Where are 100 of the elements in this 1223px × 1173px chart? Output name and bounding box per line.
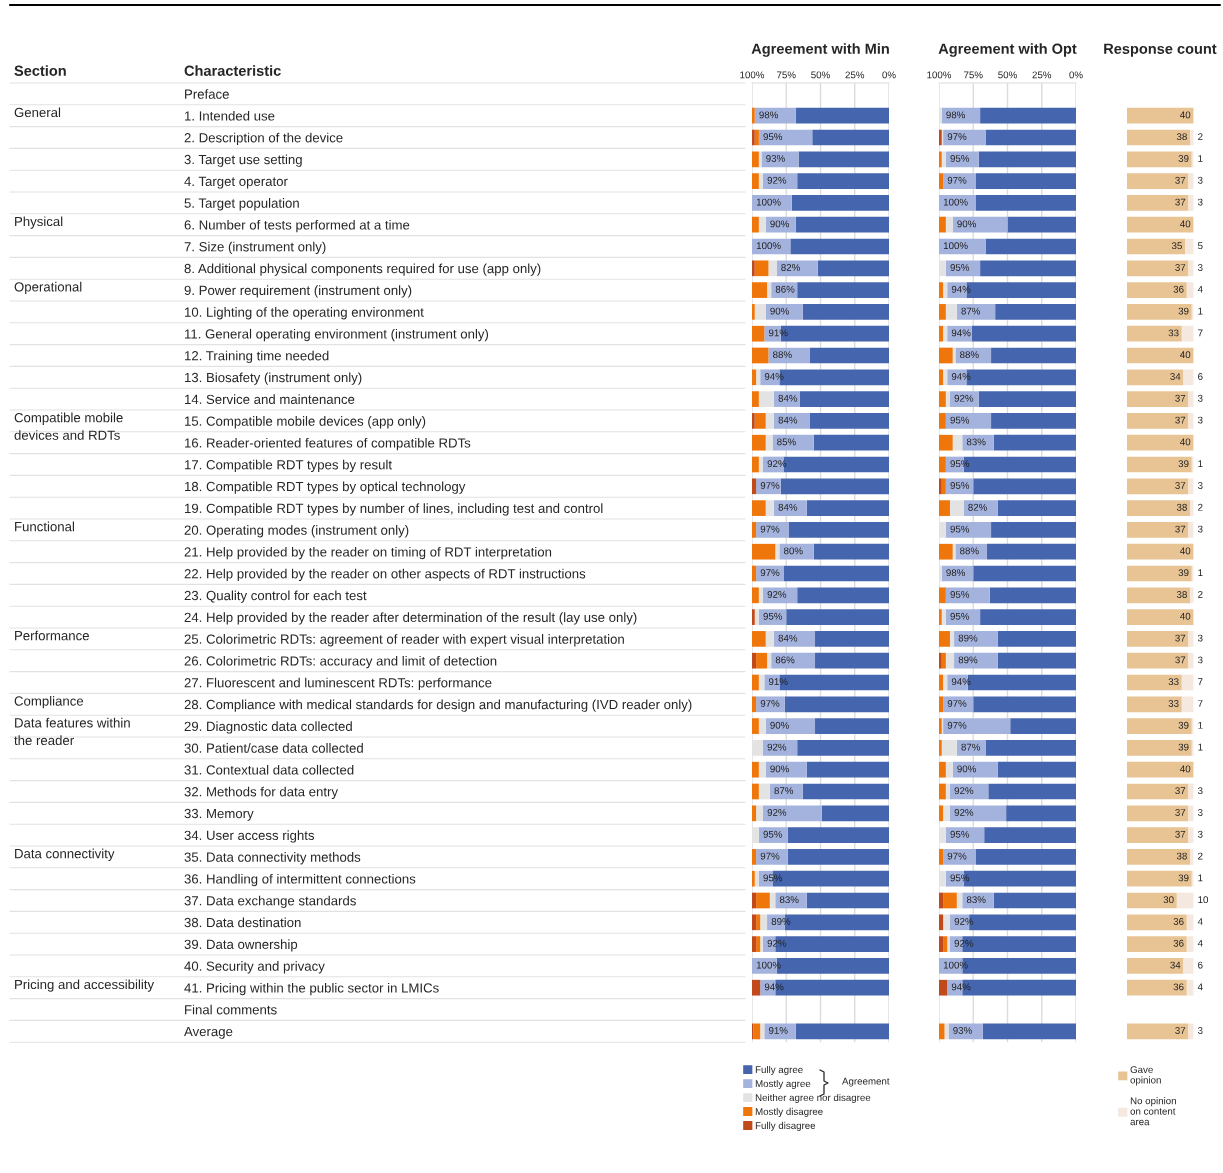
data-label: 37 xyxy=(1175,264,1186,271)
x-tick-label: 75% xyxy=(964,71,983,79)
bar xyxy=(791,195,889,211)
text: Compatible mobile devices and RDTs xyxy=(14,412,123,440)
bar xyxy=(1127,500,1191,516)
annotation: 92% xyxy=(954,787,974,795)
annotation: 100% xyxy=(943,961,968,969)
annotation: 95% xyxy=(950,416,970,424)
bar xyxy=(939,478,942,495)
data-label: 39 xyxy=(1178,569,1189,577)
annotation: 94% xyxy=(951,329,971,337)
annotation: 90% xyxy=(770,721,789,729)
y-tick-label: 16. Reader-oriented features of compatible RDTs xyxy=(185,437,471,451)
data-label: 3 xyxy=(1197,809,1203,816)
data-label: 3 xyxy=(1197,1027,1203,1034)
bar xyxy=(943,696,974,713)
bar xyxy=(752,195,792,211)
y-tick-label: 9. Power requirement (instrument only) xyxy=(184,285,412,298)
data-label: 1 xyxy=(1198,307,1203,315)
annotation: 83% xyxy=(966,438,986,446)
bar xyxy=(795,216,889,233)
y-tick-label: 2. Description of the device xyxy=(184,132,343,146)
bar xyxy=(752,674,759,691)
bar xyxy=(752,936,757,952)
text: Agreement xyxy=(842,1077,890,1087)
annotation: 84% xyxy=(778,634,798,642)
bar xyxy=(945,260,981,277)
data-label: 37 xyxy=(1175,809,1186,816)
bar xyxy=(1127,173,1189,189)
bar xyxy=(943,805,950,822)
bar xyxy=(797,740,889,756)
bar xyxy=(1127,216,1194,233)
bar xyxy=(752,500,766,516)
bar xyxy=(815,631,889,647)
bar xyxy=(799,391,889,407)
data-label: 39 xyxy=(1178,460,1189,468)
annotation: 97% xyxy=(947,700,967,707)
bar xyxy=(1127,696,1182,713)
legend-label: Mostly agree xyxy=(755,1079,811,1089)
bar xyxy=(939,587,946,604)
x-tick-label: 25% xyxy=(845,71,865,79)
data-label: 7 xyxy=(1198,329,1203,337)
bar xyxy=(1181,325,1194,342)
bar xyxy=(1188,260,1194,277)
annotation: 94% xyxy=(951,983,971,991)
bar xyxy=(949,500,964,516)
y-tick-label: 11. General operating environment (instrument only) xyxy=(185,328,489,342)
annotation: 82% xyxy=(781,264,800,271)
bar xyxy=(798,151,889,168)
text: Compliance xyxy=(14,696,84,709)
x-tick-label: 100% xyxy=(927,71,952,79)
data-label: 37 xyxy=(1175,634,1186,642)
data-label: 1 xyxy=(1198,569,1203,577)
bar xyxy=(765,434,773,451)
bar xyxy=(939,609,942,625)
y-tick-label: 36. Handling of intermittent connections xyxy=(184,873,416,887)
data-label: 36 xyxy=(1173,983,1184,991)
bar xyxy=(980,107,1076,124)
bar xyxy=(939,304,946,320)
bar xyxy=(1188,173,1194,189)
annotation: 88% xyxy=(773,351,792,359)
bar xyxy=(943,849,976,865)
bar xyxy=(945,391,950,407)
bar xyxy=(1127,892,1177,909)
bar xyxy=(945,522,992,538)
bar xyxy=(949,391,979,407)
bar xyxy=(954,652,998,669)
bar xyxy=(941,478,946,495)
data-label: 4 xyxy=(1197,939,1203,947)
y-tick-label: 13. Biosafety (instrument only) xyxy=(185,372,362,385)
bar xyxy=(1186,282,1194,298)
bar xyxy=(1127,827,1189,843)
data-label: 3 xyxy=(1197,482,1203,489)
bar xyxy=(1127,107,1194,124)
y-tick-label: 26. Colorimetric RDTs: accuracy and limit of detection xyxy=(184,655,497,669)
data-label: 10 xyxy=(1198,896,1209,904)
bar xyxy=(939,696,944,713)
bar xyxy=(1127,304,1192,320)
bar xyxy=(939,456,946,473)
bar xyxy=(787,849,889,865)
bar xyxy=(939,740,942,756)
annotation: 92% xyxy=(767,176,787,184)
bar xyxy=(943,718,1011,734)
data-label: 30 xyxy=(1163,896,1174,904)
bar xyxy=(752,369,757,386)
bar xyxy=(797,282,889,298)
annotation: 100% xyxy=(756,198,781,206)
data-label: 2 xyxy=(1198,503,1203,511)
x-tick-label: 0% xyxy=(882,71,896,79)
annotation: 93% xyxy=(953,1027,972,1034)
annotation: 95% xyxy=(763,612,783,620)
bar xyxy=(783,565,889,582)
bar xyxy=(758,216,766,233)
annotation: 95% xyxy=(950,155,970,162)
bar xyxy=(978,391,1076,407)
y-tick-label: 12. Training time needed xyxy=(185,350,329,364)
legend-label: Gave opinion xyxy=(1130,1066,1161,1086)
bar xyxy=(1186,979,1194,996)
bar xyxy=(939,914,944,931)
bar xyxy=(1127,936,1187,952)
